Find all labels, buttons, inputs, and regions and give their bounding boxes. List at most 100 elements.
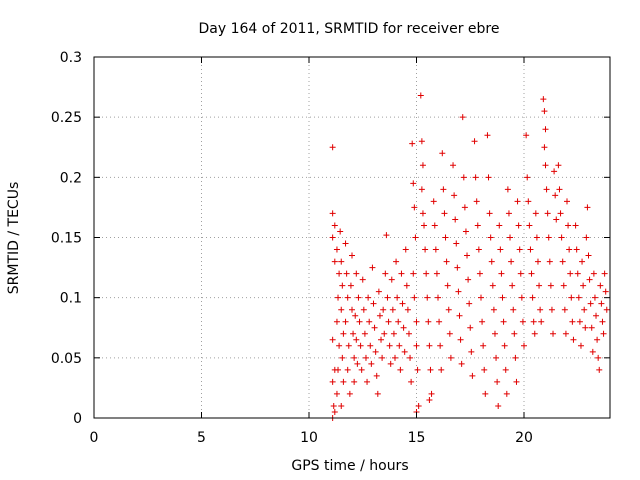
data-point	[527, 246, 534, 253]
data-point	[362, 354, 369, 361]
data-point	[395, 318, 402, 325]
data-point	[371, 324, 378, 331]
data-point	[359, 276, 366, 283]
data-point	[396, 342, 403, 349]
plot-frame	[93, 56, 611, 419]
data-point	[383, 232, 390, 239]
data-point	[414, 366, 421, 373]
y-tick-label: 0.05	[51, 351, 82, 367]
data-point	[557, 210, 564, 217]
data-point	[459, 114, 466, 121]
data-point	[419, 210, 426, 217]
data-point	[501, 342, 508, 349]
data-point	[498, 270, 505, 277]
data-point	[329, 378, 336, 385]
data-point	[508, 258, 515, 265]
data-point	[537, 306, 544, 313]
data-point	[512, 354, 519, 361]
y-axis: 0 0.05 0.1 0.15 0.2 0.25 0.3	[51, 50, 610, 427]
data-point	[602, 288, 609, 295]
data-point	[509, 282, 516, 289]
x-axis-label: GPS time / hours	[291, 458, 408, 474]
data-point	[343, 270, 350, 277]
data-point	[367, 342, 374, 349]
data-point	[560, 282, 567, 289]
data-point	[443, 258, 450, 265]
data-point	[329, 144, 336, 151]
data-point	[562, 330, 569, 337]
data-point	[521, 342, 527, 349]
data-point	[533, 234, 540, 241]
data-point	[462, 228, 469, 235]
data-point	[593, 312, 600, 319]
data-point	[542, 126, 549, 133]
data-point	[389, 306, 396, 313]
data-point	[435, 294, 441, 301]
data-point	[518, 294, 525, 301]
data-point	[344, 294, 351, 301]
data-point	[372, 348, 379, 355]
data-point	[466, 300, 473, 307]
data-point	[439, 150, 446, 157]
data-point	[352, 312, 359, 319]
data-point	[412, 234, 419, 241]
data-point	[330, 402, 337, 409]
data-point	[353, 336, 360, 343]
data-point	[404, 306, 411, 313]
data-point	[393, 258, 400, 265]
data-point	[336, 270, 343, 277]
data-point	[382, 270, 389, 277]
data-point	[437, 342, 444, 349]
data-point	[552, 192, 559, 199]
data-point	[461, 204, 468, 211]
data-point	[373, 372, 380, 379]
data-point	[433, 270, 440, 277]
data-point	[558, 234, 565, 241]
data-point	[455, 288, 462, 295]
y-tick-label: 0	[73, 411, 82, 427]
data-point	[410, 180, 417, 187]
data-point	[354, 360, 361, 367]
data-point	[410, 270, 417, 277]
data-point	[587, 300, 594, 307]
data-point	[426, 342, 433, 349]
data-point	[342, 240, 349, 247]
data-point	[559, 258, 566, 265]
data-point	[335, 366, 342, 373]
data-point	[397, 366, 404, 373]
data-point	[428, 390, 435, 397]
data-point	[337, 228, 344, 235]
data-point	[476, 270, 483, 277]
data-point	[584, 204, 591, 211]
data-point	[495, 402, 502, 409]
data-point	[374, 390, 381, 397]
data-point	[444, 282, 451, 289]
data-point	[347, 282, 354, 289]
data-point	[398, 270, 405, 277]
data-point	[424, 294, 431, 301]
y-tick-label: 0.15	[51, 231, 82, 247]
data-point	[486, 210, 493, 217]
x-tick-label: 0	[90, 430, 99, 446]
data-point	[585, 252, 592, 259]
x-tick-label: 15	[408, 430, 426, 446]
data-point	[357, 342, 364, 349]
data-point	[403, 282, 410, 289]
data-point	[565, 222, 572, 229]
data-point	[407, 354, 414, 361]
y-tick-label: 0.2	[60, 170, 82, 186]
data-point	[408, 378, 415, 385]
data-point	[550, 330, 557, 337]
data-point	[490, 306, 497, 313]
data-point	[361, 330, 368, 337]
data-point	[418, 186, 425, 193]
x-tick-label: 20	[515, 430, 533, 446]
data-point	[452, 216, 459, 223]
data-point	[418, 138, 425, 145]
data-point	[471, 138, 478, 145]
data-point	[436, 318, 443, 325]
data-point	[350, 330, 357, 337]
data-point	[411, 294, 418, 301]
data-point	[378, 336, 385, 343]
data-point	[349, 306, 355, 313]
